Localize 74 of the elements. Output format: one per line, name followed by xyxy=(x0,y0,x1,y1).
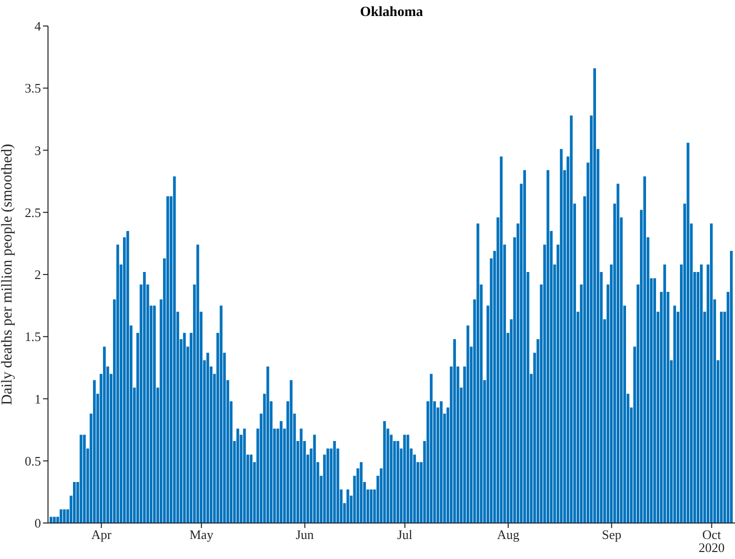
y-tick-label: 2 xyxy=(34,267,41,282)
y-tick-label: 3.5 xyxy=(24,80,41,96)
bar xyxy=(333,440,336,523)
bar xyxy=(396,440,400,523)
y-tick-label: 0.5 xyxy=(24,453,41,468)
bar xyxy=(206,352,210,523)
x-tick-label: Sep xyxy=(602,527,622,542)
bar xyxy=(280,421,283,523)
bar xyxy=(560,149,563,523)
bar xyxy=(80,434,82,523)
bar xyxy=(643,176,646,523)
bar xyxy=(143,272,146,523)
bar xyxy=(546,170,550,523)
bar xyxy=(403,434,406,523)
bar xyxy=(73,482,76,523)
bar xyxy=(500,156,503,523)
bar xyxy=(653,278,656,523)
bar xyxy=(220,306,222,523)
bar xyxy=(383,421,386,523)
bar xyxy=(593,68,596,523)
y-tick-label: 1 xyxy=(34,391,41,406)
y-axis-title: Daily deaths per million people (smoothed) xyxy=(0,144,16,406)
bar xyxy=(710,224,713,523)
bar xyxy=(720,312,723,523)
bar xyxy=(166,196,170,523)
x-tick-label: Aug xyxy=(497,527,520,542)
bar xyxy=(326,448,330,523)
y-tick-label: 3 xyxy=(34,142,41,158)
bar xyxy=(686,142,690,523)
x-tick-label: May xyxy=(189,527,214,542)
bar xyxy=(406,434,410,523)
bar xyxy=(466,325,470,523)
bar xyxy=(730,250,733,523)
bar xyxy=(673,306,676,523)
bar xyxy=(60,509,62,523)
y-tick-label: 2.5 xyxy=(24,204,41,220)
x-tick-label: Oct xyxy=(702,527,722,542)
bar xyxy=(243,428,246,523)
text: 2020 xyxy=(698,540,726,556)
bar xyxy=(430,374,433,523)
bar xyxy=(300,428,303,523)
bar xyxy=(183,332,186,523)
bar xyxy=(196,244,200,523)
bar xyxy=(126,231,130,523)
bar xyxy=(103,346,106,523)
bar xyxy=(570,115,573,523)
bar xyxy=(266,366,270,523)
x-tick-label: Apr xyxy=(91,527,112,542)
bar xyxy=(236,428,240,523)
chart-title: Oklahoma xyxy=(358,5,424,21)
y-tick-label: 0 xyxy=(34,516,41,531)
x-tick-label: Jun xyxy=(296,527,314,542)
bar xyxy=(173,176,176,523)
bar xyxy=(616,184,620,523)
bar xyxy=(523,170,526,523)
bar xyxy=(476,224,480,523)
bar xyxy=(663,264,666,523)
bar xyxy=(313,434,316,523)
bar xyxy=(700,264,703,523)
bar xyxy=(116,244,120,523)
bar xyxy=(153,306,156,523)
y-tick-label: 4 xyxy=(34,18,42,34)
bar xyxy=(346,489,350,523)
bar xyxy=(50,516,52,523)
bar xyxy=(370,489,373,523)
bar xyxy=(290,380,293,523)
bar xyxy=(453,339,456,523)
x-tick-label: Jul xyxy=(397,527,413,542)
bar xyxy=(360,462,363,523)
bar xyxy=(83,434,86,523)
bar xyxy=(250,454,252,523)
y-tick-label: 1.5 xyxy=(24,329,41,344)
bar xyxy=(440,401,443,523)
bar xyxy=(93,380,96,523)
